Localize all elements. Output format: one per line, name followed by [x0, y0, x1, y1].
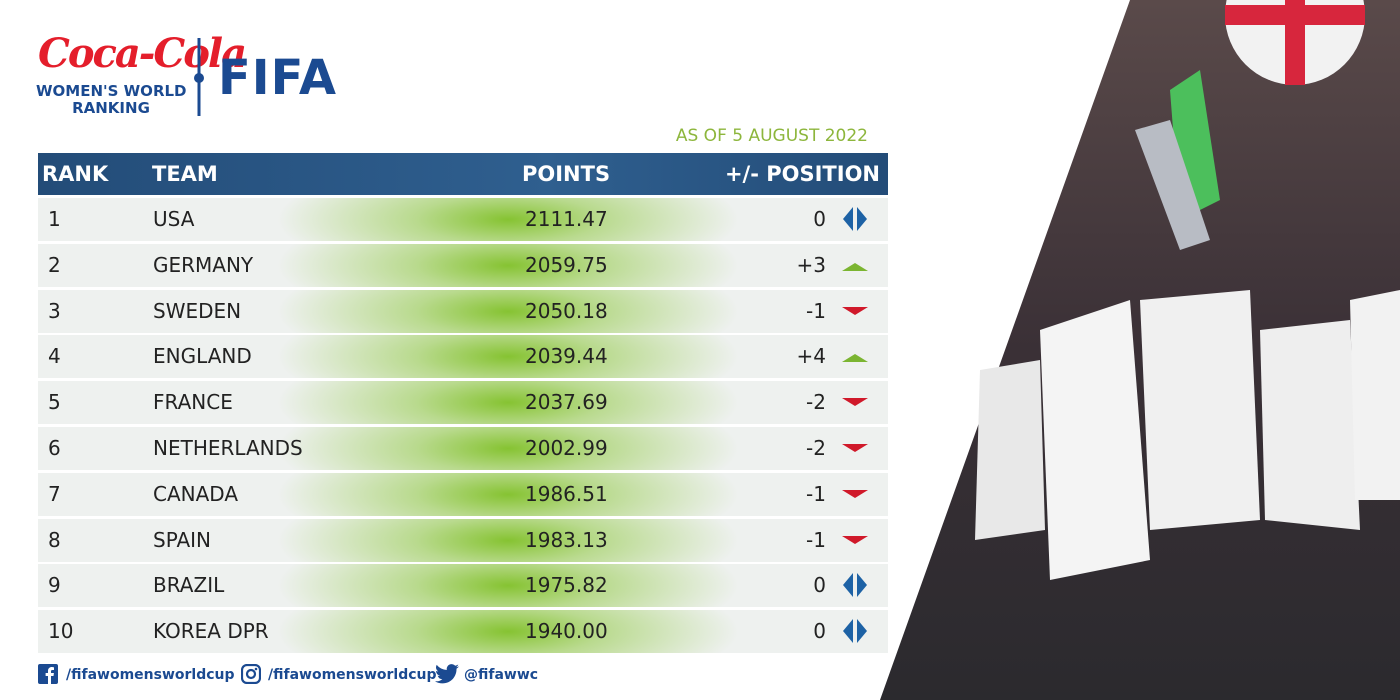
fifa-logo: FIFA [218, 50, 338, 106]
position-change: +3 [796, 252, 826, 277]
rank: 6 [48, 436, 61, 460]
points: 2059.75 [525, 252, 608, 277]
position-change: -1 [806, 527, 826, 552]
points: 1983.13 [525, 527, 608, 552]
no-change-icon [843, 207, 867, 231]
subtitle: WOMEN'S WORLD [36, 82, 187, 100]
rank: 2 [48, 252, 61, 277]
social-handle: /fifawomensworldcup [66, 667, 235, 683]
down-arrow [842, 489, 868, 498]
position-change: 0 [813, 619, 826, 644]
instagram-icon [241, 664, 261, 684]
social-handle: /fifawomensworldcup [268, 667, 437, 683]
column-header: RANK [42, 162, 109, 186]
team: SPAIN [153, 527, 212, 552]
table-row: 2 GERMANY 2059.75 +3 [38, 243, 888, 287]
facebook-icon [38, 664, 58, 684]
table-row: 5 FRANCE 2037.69 -2 [38, 381, 888, 425]
points: 2111.47 [525, 207, 608, 231]
rank: 1 [48, 207, 61, 231]
points: 2039.44 [525, 344, 608, 369]
table-row: 6 NETHERLANDS 2002.99 -2 [38, 427, 888, 470]
position-change: -1 [806, 298, 826, 323]
team: BRAZIL [153, 573, 225, 598]
table-row: 10 KOREA DPR 1940.00 0 [38, 610, 888, 654]
rank: 5 [48, 390, 61, 415]
position-change: 0 [813, 573, 826, 598]
down-arrow [842, 306, 868, 315]
team: NETHERLANDS [153, 436, 303, 460]
up-arrow [842, 354, 868, 363]
team: FRANCE [153, 390, 233, 415]
rank: 8 [48, 527, 61, 552]
rank: 3 [48, 298, 61, 323]
points: 1986.51 [525, 481, 608, 506]
team: SWEDEN [153, 298, 242, 323]
team: ENGLAND [153, 344, 252, 369]
down-arrow [842, 535, 868, 544]
column-header: +/- POSITION [724, 162, 880, 186]
column-header: TEAM [152, 162, 218, 186]
rank: 10 [48, 619, 74, 644]
no-change-icon [843, 619, 867, 644]
subtitle: RANKING [72, 99, 150, 117]
points: 1975.82 [525, 573, 608, 598]
rank: 4 [48, 344, 61, 369]
no-change-icon [843, 573, 867, 598]
rank: 7 [48, 481, 61, 506]
up-arrow [842, 262, 868, 271]
table-row: 8 SPAIN 1983.13 -1 [38, 518, 888, 562]
table-header: RANK TEAM POINTS +/- POSITION [38, 153, 888, 195]
position-change: +4 [796, 344, 826, 369]
table-row: 7 CANADA 1986.51 -1 [38, 472, 888, 516]
divider [194, 38, 204, 116]
table-row: 3 SWEDEN 2050.18 -1 [38, 289, 888, 333]
column-header: POINTS [522, 162, 611, 186]
brand-logo: Coca-Cola [38, 30, 247, 77]
down-arrow [842, 398, 868, 407]
table-row: 9 BRAZIL 1975.82 0 [38, 564, 888, 608]
points: 2037.69 [525, 390, 608, 415]
position-change: -2 [806, 390, 826, 415]
table-row: 1 USA 2111.47 0 [38, 198, 888, 241]
points: 1940.00 [525, 619, 608, 644]
social-handle: @fifawwc [464, 667, 539, 683]
team: CANADA [153, 481, 239, 506]
team: KOREA DPR [153, 619, 269, 644]
team: USA [153, 207, 195, 231]
twitter-icon [435, 664, 459, 684]
position-change: -1 [806, 481, 826, 506]
points: 2002.99 [525, 436, 608, 460]
position-change: 0 [813, 207, 826, 231]
table-row: 4 ENGLAND 2039.44 +4 [38, 335, 888, 379]
team: GERMANY [153, 252, 254, 277]
down-arrow [842, 444, 868, 452]
rank: 9 [48, 573, 61, 598]
points: 2050.18 [525, 298, 608, 323]
date: AS OF 5 AUGUST 2022 [675, 126, 868, 146]
position-change: -2 [806, 436, 826, 460]
photo [880, 0, 1400, 700]
